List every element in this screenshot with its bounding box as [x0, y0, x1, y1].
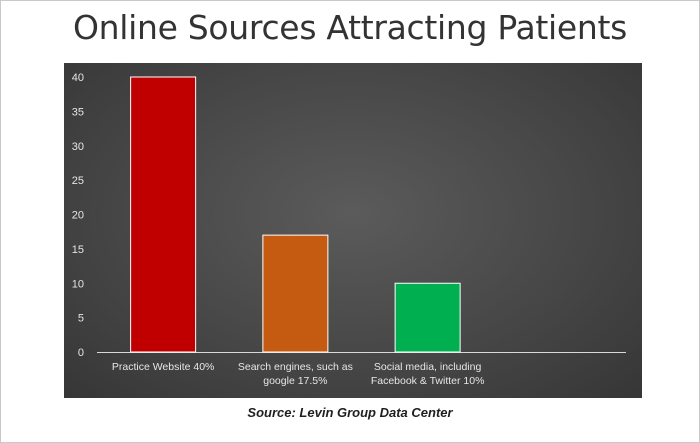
y-tick-label: 30: [72, 141, 84, 153]
y-tick-label: 40: [72, 72, 84, 84]
x-tick-label-line: Practice Website 40%: [112, 361, 215, 373]
x-tick-label-line: Social media, including: [374, 361, 482, 373]
bar-chart: 0 5 10 15 20 25 30 35 40 Practice Website 40% Sear…: [72, 72, 626, 387]
bar: [130, 76, 197, 353]
x-tick-label: Search engines, such as google 17.5%: [238, 361, 353, 387]
x-tick-label-line: google 17.5%: [263, 375, 327, 387]
y-tick-label: 5: [78, 313, 84, 325]
x-tick-label: Social media, including Facebook & Twitte…: [371, 361, 485, 387]
bar: [262, 234, 329, 353]
y-tick-label: 10: [72, 278, 84, 290]
chart-title: Online Sources Attracting Patients: [72, 8, 628, 47]
x-tick-label-line: Search engines, such as: [238, 361, 353, 373]
y-tick-label: 15: [72, 244, 84, 256]
y-tick-label: 25: [72, 175, 84, 187]
source-note: Source: Levin Group Data Center: [247, 405, 453, 420]
y-tick-label: 0: [78, 347, 84, 359]
plot-area: 0 5 10 15 20 25 30 35 40 Practice Website 40% Sear…: [64, 63, 642, 398]
x-tick-label-line: Facebook & Twitter 10%: [371, 375, 485, 387]
y-tick-label: 20: [72, 210, 84, 222]
bar: [394, 282, 461, 353]
x-tick-label: Practice Website 40%: [112, 361, 215, 373]
y-tick-label: 35: [72, 106, 84, 118]
